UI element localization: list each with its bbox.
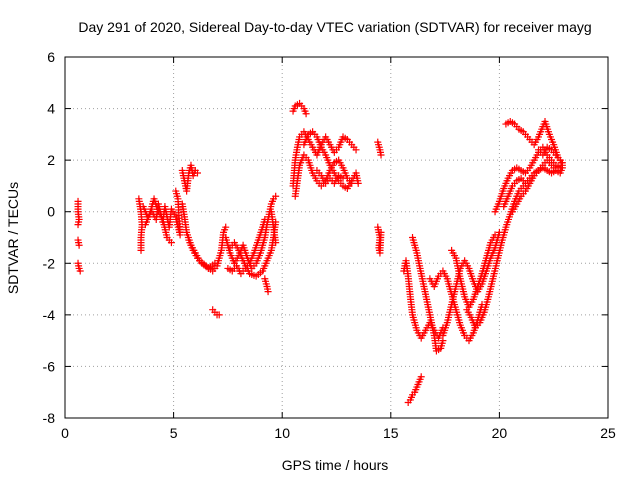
data-point	[137, 246, 145, 254]
data-points	[74, 99, 566, 407]
y-tick-label: -8	[43, 410, 56, 426]
data-point	[352, 146, 360, 154]
data-point	[167, 239, 175, 247]
data-point	[272, 192, 280, 200]
data-point	[302, 110, 310, 118]
data-point	[264, 288, 272, 296]
y-tick-label: 2	[47, 152, 55, 168]
data-point	[172, 187, 180, 195]
data-point	[193, 169, 201, 177]
data-point	[74, 221, 82, 229]
y-tick-label: 0	[47, 204, 55, 220]
data-point	[339, 174, 347, 182]
plot-frame	[64, 56, 609, 419]
y-tick-label: 4	[47, 101, 55, 117]
data-point	[377, 228, 385, 236]
x-tick-label: 15	[383, 425, 399, 441]
data-point	[354, 179, 362, 187]
y-tick-label: 6	[47, 49, 55, 65]
y-tick-label: -6	[43, 358, 56, 374]
x-tick-label: 5	[170, 425, 178, 441]
data-point	[272, 239, 280, 247]
data-point	[215, 311, 223, 319]
x-tick-label: 20	[492, 425, 508, 441]
y-tick-label: -2	[43, 255, 56, 271]
data-point	[222, 223, 230, 231]
chart-title: Day 291 of 2020, Sidereal Day-to-day VTE…	[78, 19, 591, 35]
y-axis: -8 -6 -4 -2 0 2 4 6	[43, 49, 608, 426]
x-tick-label: 0	[61, 425, 69, 441]
grid-lines	[65, 57, 608, 418]
data-point	[491, 231, 499, 239]
data-point	[76, 267, 84, 275]
data-point	[211, 259, 219, 267]
data-point	[261, 215, 269, 223]
y-axis-label: SDTVAR / TECUs	[5, 182, 21, 294]
x-tick-label: 10	[274, 425, 290, 441]
y-tick-label: -4	[43, 307, 56, 323]
data-point	[417, 373, 425, 381]
data-point	[558, 161, 566, 169]
data-point	[75, 241, 83, 249]
data-point	[377, 151, 385, 159]
x-axis: 0 5 10 15 20 25	[61, 57, 616, 441]
x-axis-label: GPS time / hours	[282, 457, 389, 473]
x-tick-label: 25	[600, 425, 616, 441]
